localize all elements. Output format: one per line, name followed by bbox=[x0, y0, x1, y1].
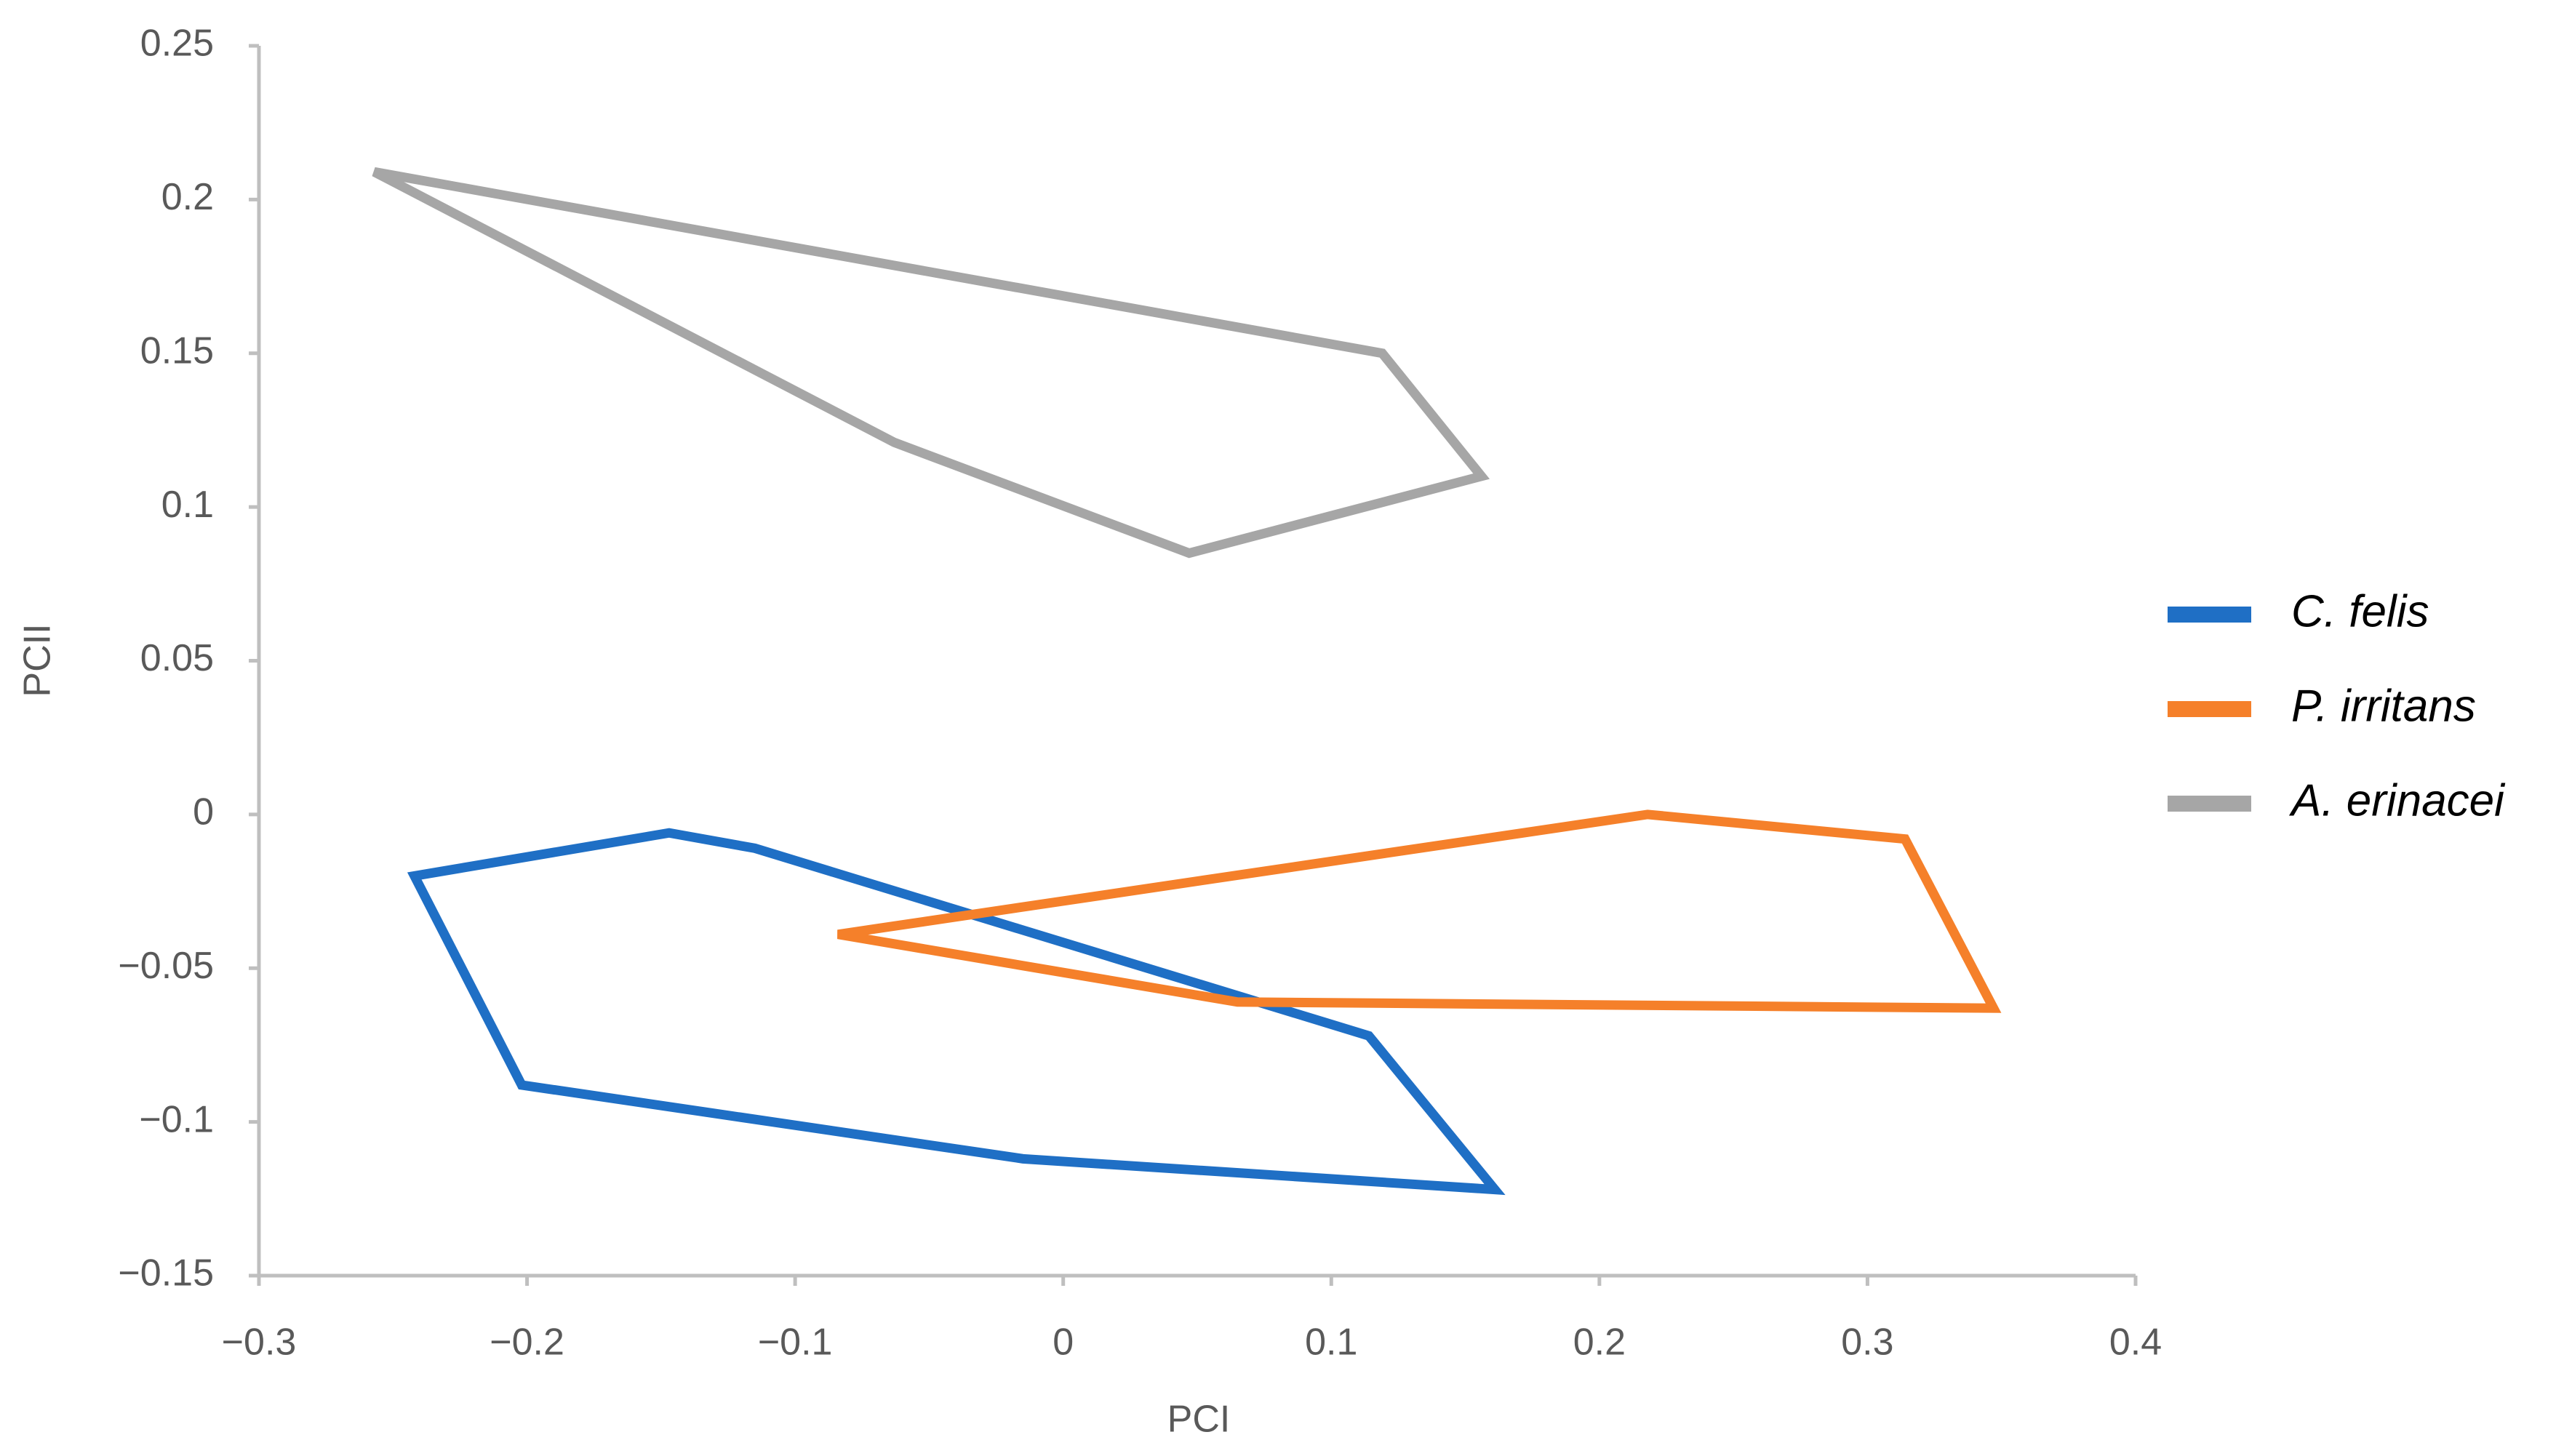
series-outline bbox=[407, 828, 1506, 1196]
y-tick-label: 0.15 bbox=[140, 329, 214, 372]
y-tick-label: 0.2 bbox=[161, 176, 214, 218]
x-axis-title: PCI bbox=[1167, 1399, 1231, 1441]
x-tick-label: 0.3 bbox=[1841, 1321, 1893, 1364]
legend-label: P. irritans bbox=[2291, 681, 2476, 731]
x-tick-label: −0.1 bbox=[758, 1321, 833, 1364]
x-tick-label: 0 bbox=[1053, 1321, 1074, 1364]
series-outline bbox=[837, 809, 2002, 1013]
y-axis-title: PCII bbox=[17, 623, 59, 697]
y-tick-label: 0 bbox=[193, 791, 214, 833]
legend-label: C. felis bbox=[2291, 586, 2429, 636]
legend-label: A. erinacei bbox=[2288, 775, 2506, 825]
series-outline bbox=[372, 167, 1490, 559]
x-tick-label: −0.3 bbox=[222, 1321, 297, 1364]
y-tick-label: 0.1 bbox=[161, 484, 214, 526]
y-tick-label: 0.05 bbox=[140, 637, 214, 679]
x-tick-label: 0.1 bbox=[1305, 1321, 1357, 1364]
x-tick-label: −0.2 bbox=[490, 1321, 564, 1364]
x-tick-label: 0.2 bbox=[1573, 1321, 1626, 1364]
y-tick-label: −0.1 bbox=[139, 1098, 214, 1140]
y-tick-label: 0.25 bbox=[140, 23, 214, 65]
x-tick-label: 0.4 bbox=[2109, 1321, 2162, 1364]
y-tick-label: −0.15 bbox=[118, 1252, 214, 1295]
y-tick-label: −0.05 bbox=[118, 945, 214, 987]
